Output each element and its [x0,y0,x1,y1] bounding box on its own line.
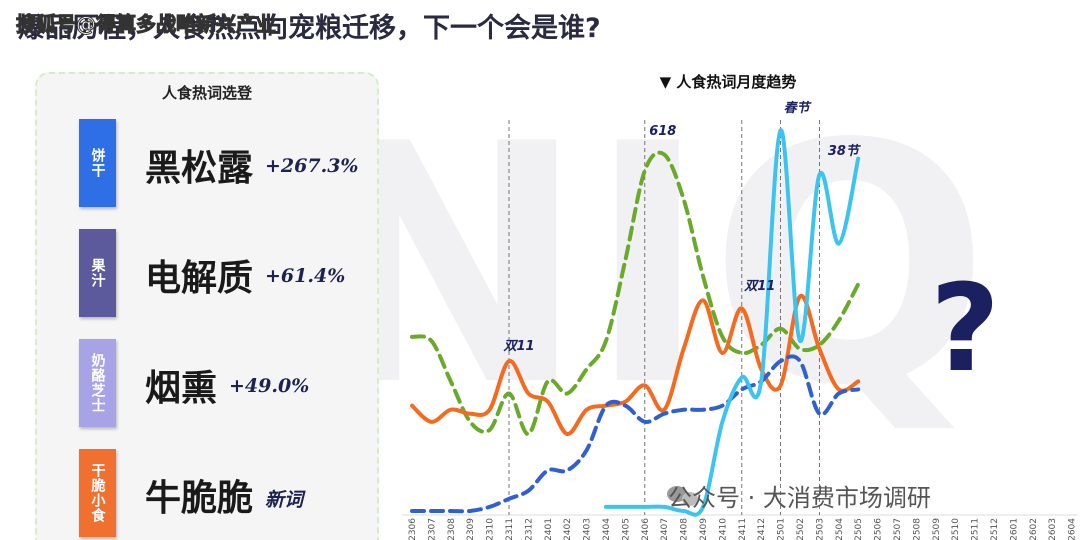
growth-label: +267.3% [265,155,359,177]
x-tick-label: 2408 [680,518,690,540]
x-tick-label: 2410 [718,518,728,540]
category-tag: 干脆小食 [79,449,116,537]
trend-line [410,150,861,437]
x-tick-label: 2405 [621,518,631,540]
x-tick-label: 2404 [602,518,612,540]
x-tick-label: 2411 [738,518,748,540]
x-tick-label: 2307 [427,518,437,540]
keyword: 烟熏 [145,368,218,409]
footer-watermark: 公众号 · 大消费市场调研 [668,484,931,512]
event-label: 双11 [743,279,775,294]
keyword-item: 果汁 电解质 +61.4% [79,229,369,317]
x-tick-label: 2403 [583,518,593,540]
wechat-icon [667,486,687,502]
growth-label: +49.0% [229,375,310,397]
growth-label: +61.4% [265,265,346,287]
x-tick-label: 2409 [699,518,709,540]
x-tick-label: 2401 [544,518,554,540]
x-tick-label: 2406 [641,518,651,540]
x-tick-label: 2308 [447,518,457,540]
x-tick-label: 2311 [505,518,515,540]
x-tick-label: 2407 [660,518,670,540]
x-tick-label: 2603 [1048,518,1058,540]
x-tick-label: 2306 [408,518,418,540]
keyword: 黑松露 [145,148,254,189]
x-tick-label: 2309 [466,518,476,540]
x-tick-label: 2601 [1009,518,1019,540]
event-label: 双11 [502,339,534,354]
keyword-item: 饼干 黑松露 +267.3% [79,119,369,207]
chart-title: ▼ 人食热词月度趋势 [660,73,797,91]
category-tag: 奶酪芝士 [79,339,116,427]
x-tick-label: 2509 [932,518,942,540]
x-tick-label: 2501 [777,518,787,540]
x-tick-label: 2502 [796,518,806,540]
category-tag: 果汁 [79,229,116,317]
keyword-panel: 人食热词选登 饼干 黑松露 +267.3% 果汁 电解质 +61.4% 奶酪芝士 烟熏 +49.… [35,72,379,540]
keyword: 电解质 [145,258,254,299]
keyword-item: 奶酪芝士 烟熏 +49.0% [79,339,369,427]
x-tick-label: 2402 [563,518,573,540]
growth-label: 新词 [265,489,304,511]
x-tick-label: 2310 [486,518,496,540]
x-tick-label: 2503 [815,518,825,540]
watermark: 搜狐号@得算多战略新兴产业 [16,12,277,37]
keyword-item: 干脆小食 牛脆脆 新词 [79,449,369,537]
keyword: 牛脆脆 [145,478,254,519]
panel-title: 人食热词选登 [161,84,252,102]
x-tick-label: 2512 [990,518,1000,540]
x-tick-label: 2504 [835,518,845,540]
wechat-icon [682,492,698,506]
x-tick-label: 2604 [1068,518,1078,540]
x-tick-label: 2508 [912,518,922,540]
x-tick-label: 2602 [1029,518,1039,540]
trend-line [604,128,861,517]
event-label: 618 [649,124,676,139]
category-tag: 饼干 [79,119,116,207]
x-tick-label: 2312 [524,518,534,540]
x-tick-label: 2507 [893,518,903,540]
x-tick-label: 2506 [874,518,884,540]
trend-line [410,293,861,436]
x-tick-label: 2510 [951,518,961,540]
event-label: 38节 [828,143,861,159]
event-label: 春节 [784,100,812,116]
question-mark: ? [930,260,1000,399]
slide-title: 爆品历程，人食热点向宠粮迁移，下一个会是谁? [18,13,601,44]
x-tick-label: 2505 [854,518,864,540]
trend-line [410,354,861,514]
x-tick-label: 2511 [971,518,981,540]
x-tick-label: 2412 [757,518,767,540]
